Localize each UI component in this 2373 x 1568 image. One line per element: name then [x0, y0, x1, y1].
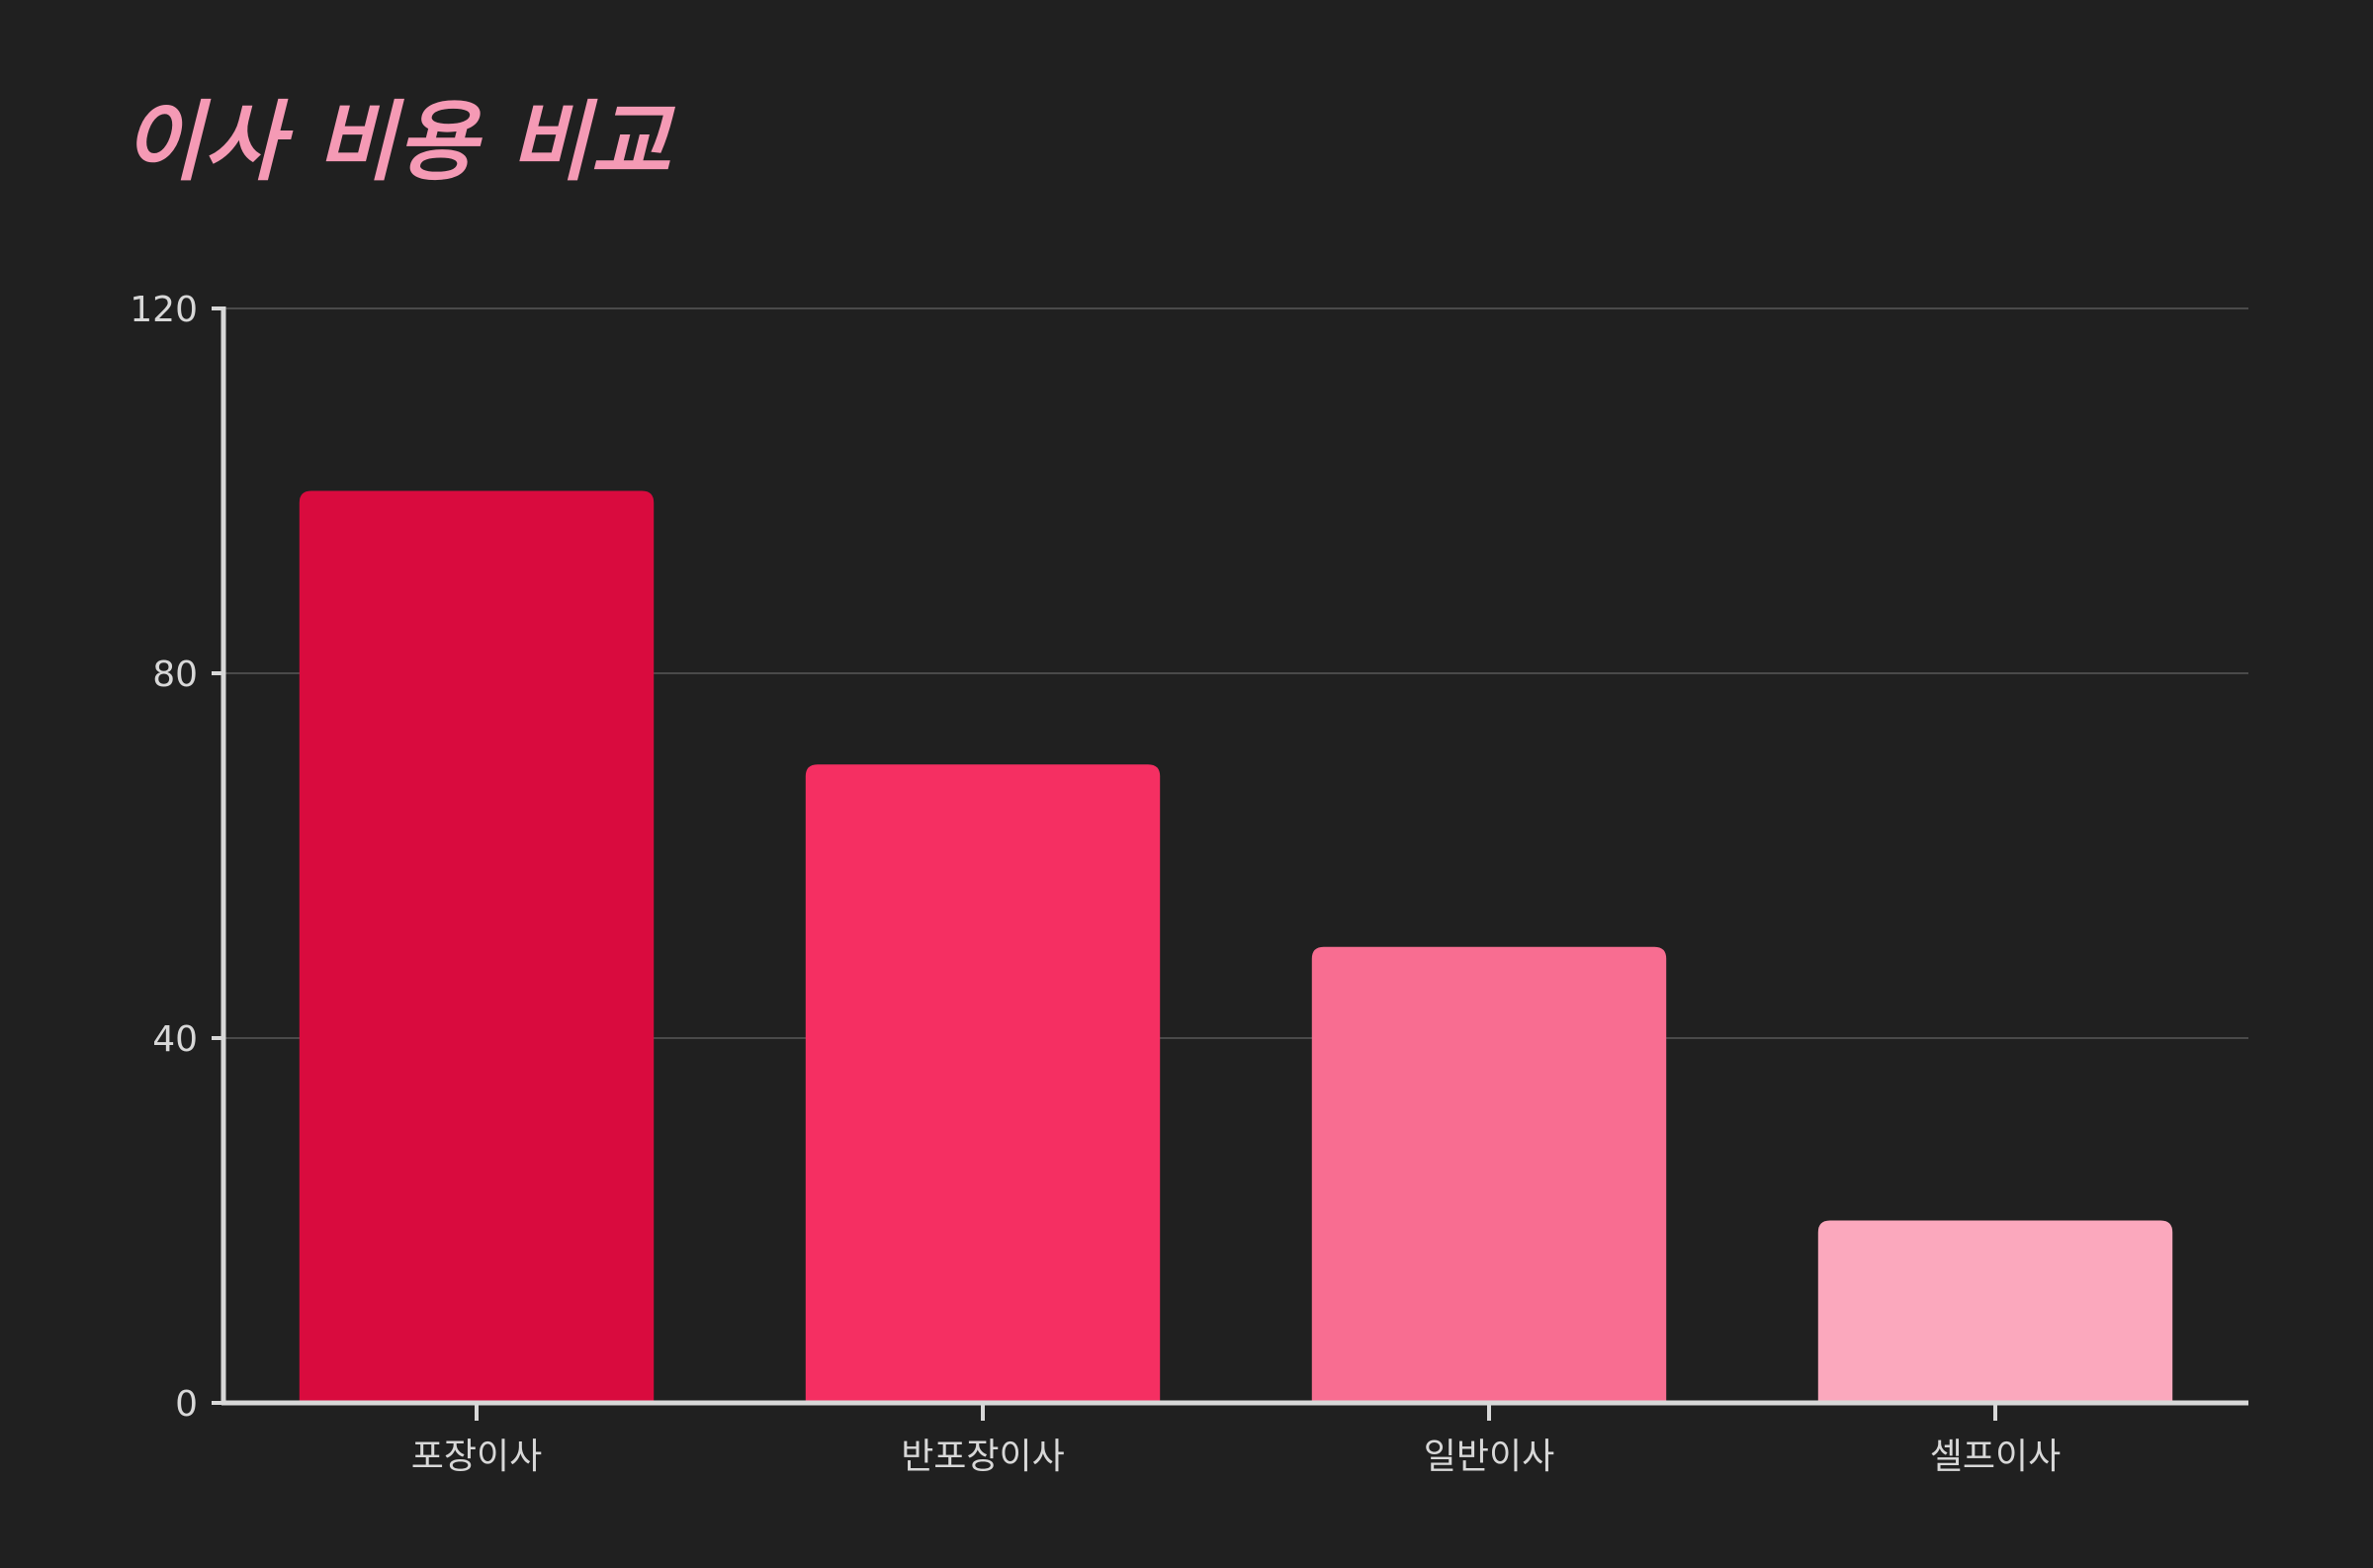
y-tick-labels: 0 40 80 120: [130, 290, 223, 1425]
x-tick-label: 셀프이사: [1930, 1437, 2061, 1477]
x-tick-label: 포장이사: [411, 1437, 542, 1477]
y-tick-label: 120: [130, 290, 198, 330]
y-tick-label: 80: [152, 654, 198, 695]
x-tick-label: 반포장이사: [901, 1437, 1065, 1477]
bar-4: [1817, 1220, 2173, 1403]
bar-1: [299, 490, 655, 1403]
y-tick-label: 0: [175, 1384, 198, 1425]
bars: [299, 490, 2173, 1403]
x-tick-labels: 포장이사 반포장이사 일반이사 셀프이사: [411, 1403, 2061, 1477]
y-tick-label: 40: [152, 1019, 198, 1060]
bar-3: [1311, 946, 1667, 1403]
axes: [220, 306, 2248, 1406]
x-tick-label: 일반이사: [1424, 1437, 1554, 1477]
bar-2: [805, 764, 1161, 1403]
chart-title: 이사 비용 비교: [123, 91, 672, 193]
